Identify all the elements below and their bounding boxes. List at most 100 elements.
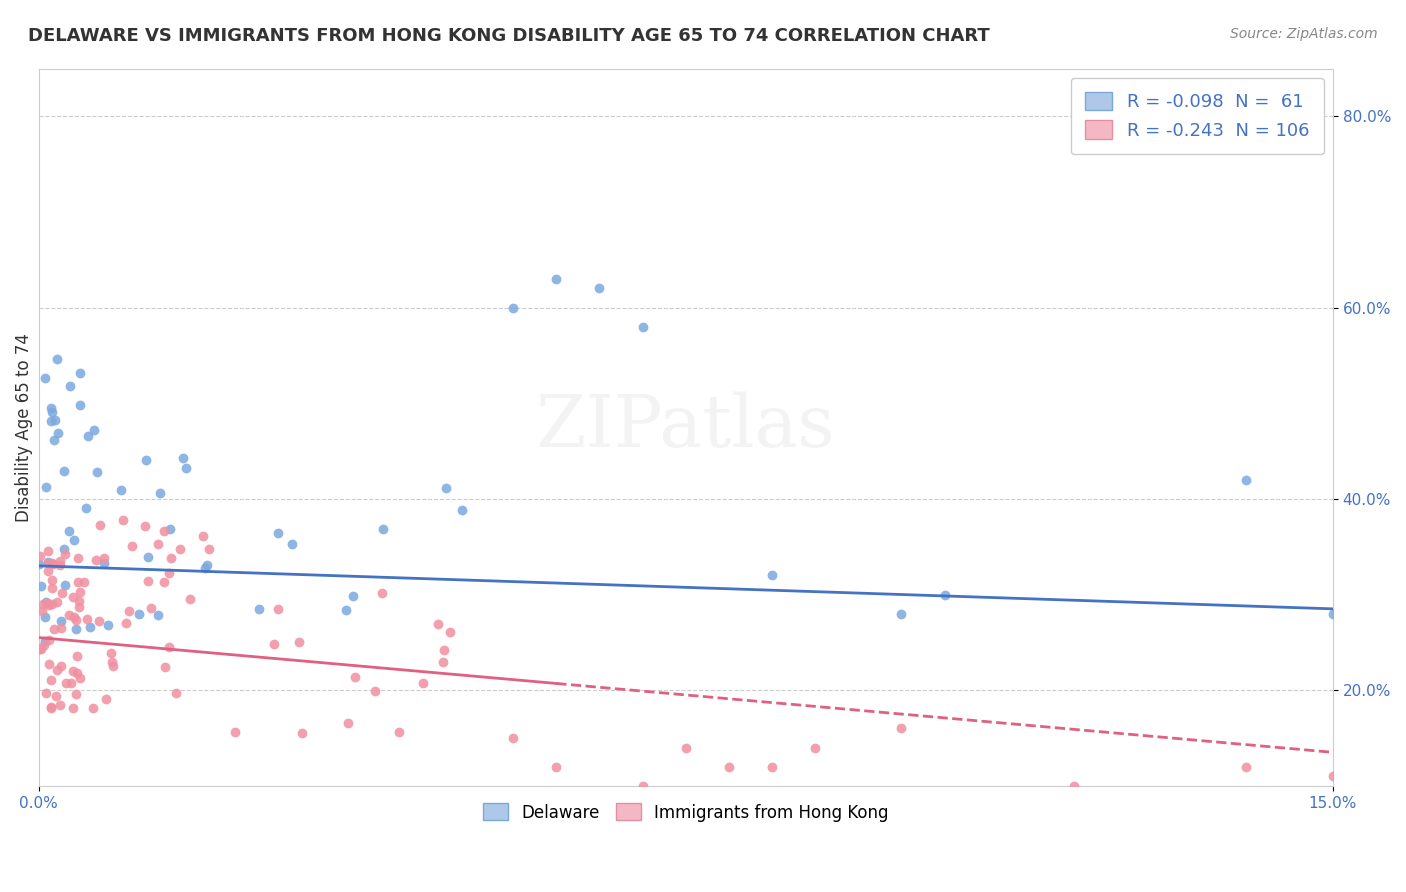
Point	[118, 604, 141, 618]
Point	[160, 551, 183, 566]
Point	[1236, 759, 1258, 773]
Point	[66, 551, 89, 566]
Point	[631, 779, 654, 793]
Point	[83, 423, 105, 437]
Point	[46, 352, 69, 367]
Point	[152, 524, 174, 539]
Point	[115, 615, 138, 630]
Point	[1063, 779, 1085, 793]
Point	[290, 726, 312, 740]
Point	[247, 601, 270, 615]
Point	[804, 740, 827, 755]
Text: DELAWARE VS IMMIGRANTS FROM HONG KONG DISABILITY AGE 65 TO 74 CORRELATION CHART: DELAWARE VS IMMIGRANTS FROM HONG KONG DI…	[28, 27, 990, 45]
Point	[30, 579, 52, 593]
Point	[546, 272, 568, 286]
Point	[364, 684, 387, 698]
Point	[44, 413, 66, 427]
Point	[153, 659, 176, 673]
Point	[281, 537, 304, 551]
Point	[432, 655, 454, 669]
Point	[39, 401, 62, 416]
Point	[761, 568, 783, 582]
Point	[45, 689, 67, 703]
Point	[45, 663, 67, 677]
Point	[28, 558, 51, 572]
Point	[69, 398, 91, 412]
Point	[51, 614, 73, 628]
Point	[136, 574, 159, 588]
Point	[195, 558, 218, 572]
Point	[96, 617, 118, 632]
Point	[62, 701, 84, 715]
Point	[159, 523, 181, 537]
Point	[79, 620, 101, 634]
Point	[65, 613, 87, 627]
Legend: Delaware, Immigrants from Hong Kong: Delaware, Immigrants from Hong Kong	[470, 790, 903, 835]
Point	[49, 698, 72, 713]
Point	[63, 533, 86, 547]
Point	[89, 518, 111, 533]
Point	[32, 639, 55, 653]
Point	[41, 581, 63, 595]
Point	[451, 503, 474, 517]
Point	[1322, 607, 1344, 621]
Point	[37, 556, 59, 570]
Point	[436, 481, 458, 495]
Point	[37, 564, 59, 578]
Point	[224, 725, 246, 739]
Point	[502, 301, 524, 315]
Point	[32, 597, 55, 611]
Point	[179, 592, 201, 607]
Point	[39, 699, 62, 714]
Point	[198, 541, 221, 556]
Point	[433, 642, 456, 657]
Point	[35, 595, 58, 609]
Point	[28, 642, 51, 657]
Point	[146, 537, 169, 551]
Point	[67, 594, 90, 608]
Point	[121, 539, 143, 553]
Point	[288, 635, 311, 649]
Point	[337, 715, 360, 730]
Point	[37, 544, 59, 558]
Point	[38, 657, 60, 671]
Point	[73, 574, 96, 589]
Point	[1236, 473, 1258, 487]
Text: ZIPatlas: ZIPatlas	[536, 392, 835, 462]
Point	[152, 574, 174, 589]
Point	[63, 610, 86, 624]
Point	[41, 557, 63, 571]
Point	[41, 405, 63, 419]
Point	[53, 547, 76, 561]
Point	[890, 607, 912, 621]
Point	[51, 586, 73, 600]
Point	[39, 700, 62, 714]
Point	[135, 453, 157, 467]
Point	[30, 642, 52, 657]
Point	[53, 541, 76, 556]
Point	[128, 607, 150, 621]
Point	[53, 578, 76, 592]
Point	[37, 555, 59, 569]
Point	[335, 602, 357, 616]
Point	[388, 725, 411, 739]
Point	[46, 426, 69, 441]
Point	[44, 622, 66, 636]
Point	[55, 676, 77, 690]
Point	[58, 608, 80, 623]
Point	[1322, 769, 1344, 783]
Point	[76, 429, 98, 443]
Point	[157, 640, 180, 655]
Text: Source: ZipAtlas.com: Source: ZipAtlas.com	[1230, 27, 1378, 41]
Point	[58, 524, 80, 538]
Point	[546, 759, 568, 773]
Point	[65, 623, 87, 637]
Point	[502, 731, 524, 745]
Point	[41, 598, 63, 612]
Point	[267, 601, 290, 615]
Point	[38, 598, 60, 612]
Point	[46, 595, 69, 609]
Point	[39, 414, 62, 428]
Point	[41, 573, 63, 587]
Point	[31, 604, 53, 618]
